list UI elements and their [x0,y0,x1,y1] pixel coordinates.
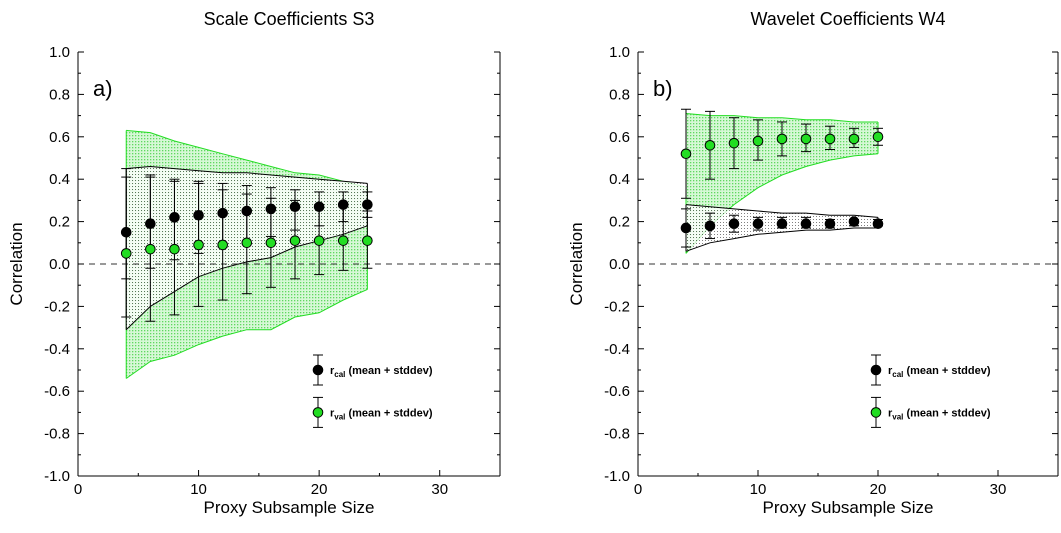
val-mean-point [289,235,301,246]
legend-val-marker [870,407,882,418]
y-tick-label: 0.4 [609,171,630,188]
y-tick-label: -0.2 [44,298,70,315]
cal-mean-point [776,218,788,230]
y-axis-title: Correlation [7,222,26,305]
y-tick-label: 0.0 [49,256,70,273]
cal-mean-point [362,199,373,210]
y-tick-label: 0.0 [609,256,630,273]
val-band-upper-line [126,129,368,189]
y-tick-label: 0.4 [49,171,70,188]
panel-b: Wavelet Coefficients W4 1.0 0.8 0.6 0.4 0.2 0.… [567,9,1059,517]
val-band-lower-line [125,288,368,379]
val-mean-point [728,137,740,149]
val-mean-point [169,243,180,255]
val-mean-point [362,235,373,246]
y-tick-label: -0.4 [604,341,630,358]
y-tick-label: -0.2 [604,298,630,315]
x-axis-title: Proxy Subsample Size [203,498,374,517]
panel-label: b) [653,76,673,101]
y-tick-label: 0.6 [49,129,70,146]
y-tick-label: -1.0 [604,468,630,485]
val-mean-point [680,148,692,160]
cal-mean-point [752,218,764,230]
x-tick-label: 0 [74,481,82,498]
y-tick-label: -0.4 [44,341,70,358]
val-mean-point [824,133,836,145]
val-mean-point [120,248,132,259]
y-tick-label: 0.6 [609,129,630,146]
legend-cal-marker [870,364,882,376]
cal-band-upper-line [126,165,368,184]
chart-title: Wavelet Coefficients W4 [750,9,945,29]
val-mean-point [193,239,204,251]
cal-mean-point [848,216,860,227]
cal-mean-point [800,218,812,230]
x-tick-label: 20 [311,481,328,498]
val-mean-point [704,139,716,151]
y-tick-label: 0.2 [49,214,70,231]
legend-val-label: rval (mean + stddev) [888,407,991,421]
panel-a: Scale Coefficients S3 1.0 0.8 0.6 0.4 0.2 0.0 -… [7,9,501,517]
chart-title: Scale Coefficients S3 [204,9,375,29]
val-band-upper-line [685,113,878,123]
legend-val-label: rval (mean + stddev) [330,407,433,421]
cal-band-lower-line [685,227,878,252]
val-mean-point [241,237,253,249]
cal-mean-point [824,218,836,230]
x-tick-label: 10 [750,481,767,498]
y-tick-label: 1.0 [609,44,630,61]
cal-mean-point [728,218,740,230]
val-mean-point [752,135,764,147]
val-mean-point [337,235,349,246]
cal-mean-point [872,218,884,230]
y-tick-label: 1.0 [49,44,70,61]
y-tick-label: -0.8 [44,426,70,443]
val-mean-point [872,131,884,143]
y-tick-label: -1.0 [44,468,70,485]
x-tick-label: 0 [634,481,642,498]
val-mean-point [265,237,277,249]
val-mean-point [313,235,325,246]
y-tick-label: 0.2 [609,214,630,231]
y-tick-label: -0.8 [604,426,630,443]
y-tick-label: 0.8 [49,86,70,103]
y-axis-title: Correlation [567,222,586,305]
x-tick-label: 20 [870,481,887,498]
legend-val-marker [312,407,324,418]
legend-cal-label: rcal (mean + stddev) [888,365,991,379]
val-mean-point [800,133,812,145]
x-tick-label: 10 [190,481,207,498]
panel-label: a) [93,76,113,101]
val-mean-point [145,243,156,255]
x-axis-title: Proxy Subsample Size [762,498,933,517]
x-tick-label: 30 [431,481,448,498]
legend-cal-marker [312,364,324,376]
y-tick-label: 0.8 [609,86,630,103]
cal-mean-point [704,220,716,232]
val-mean-point [776,133,788,145]
cal-mean-point [680,222,692,234]
y-tick-label: -0.6 [604,383,630,400]
y-tick-label: -0.6 [44,383,70,400]
legend-cal-label: rcal (mean + stddev) [330,365,433,379]
cal-band-upper-line [685,204,879,218]
val-mean-point [848,133,860,145]
x-tick-label: 30 [990,481,1007,498]
val-mean-point [217,239,228,251]
